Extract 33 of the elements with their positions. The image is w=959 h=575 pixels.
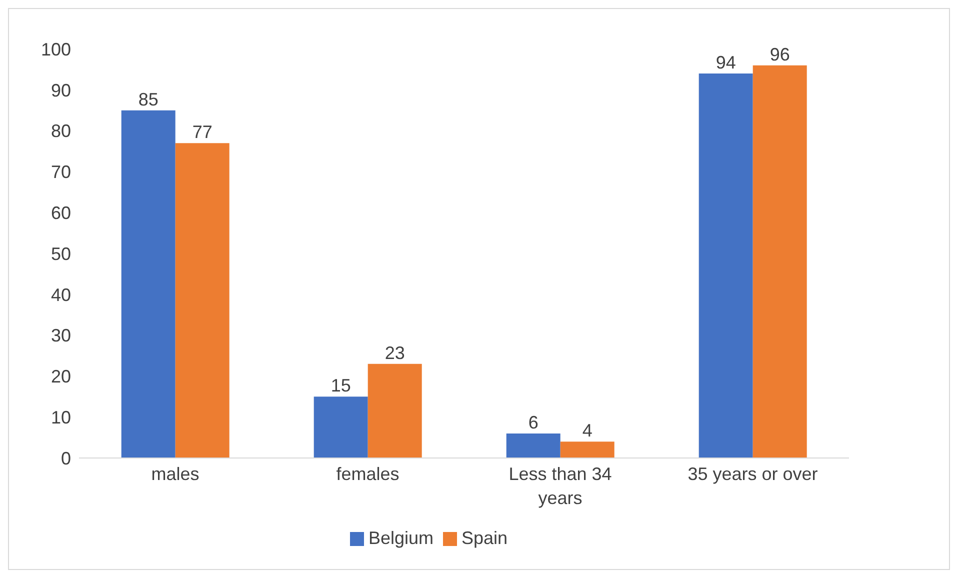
bar [752,65,807,458]
bar [368,364,422,458]
data-label: 96 [770,44,790,64]
bar [175,143,230,458]
data-label: 15 [330,376,351,396]
data-label: 85 [138,89,158,110]
data-label: 77 [192,122,212,142]
x-tick-label: females [336,464,400,484]
legend-label: Belgium [368,528,434,548]
y-tick-label: 80 [50,121,71,142]
bar [698,74,753,458]
y-tick-label: 10 [50,407,71,428]
y-tick-label: 50 [50,244,71,264]
legend-label: Spain [461,528,508,548]
data-label: 23 [384,342,405,363]
data-label: 94 [716,52,736,73]
bar [560,442,614,458]
y-tick-label: 40 [50,284,71,305]
y-tick-label: 30 [50,326,71,346]
y-tick-label: 20 [50,366,71,387]
x-tick-label: Less than 34 years [508,464,612,508]
bar [506,433,560,458]
y-tick-label: 60 [50,202,71,223]
bar [121,110,176,458]
bar [314,396,368,458]
y-tick-label: 0 [60,448,71,468]
y-tick-label: 90 [50,80,71,100]
data-label: 4 [582,420,592,441]
x-tick-label: 35 years or over [688,464,818,484]
x-tick-label: males [151,464,200,484]
y-tick-label: 100 [40,39,71,60]
y-tick-label: 70 [50,162,71,182]
data-label: 6 [528,412,538,432]
